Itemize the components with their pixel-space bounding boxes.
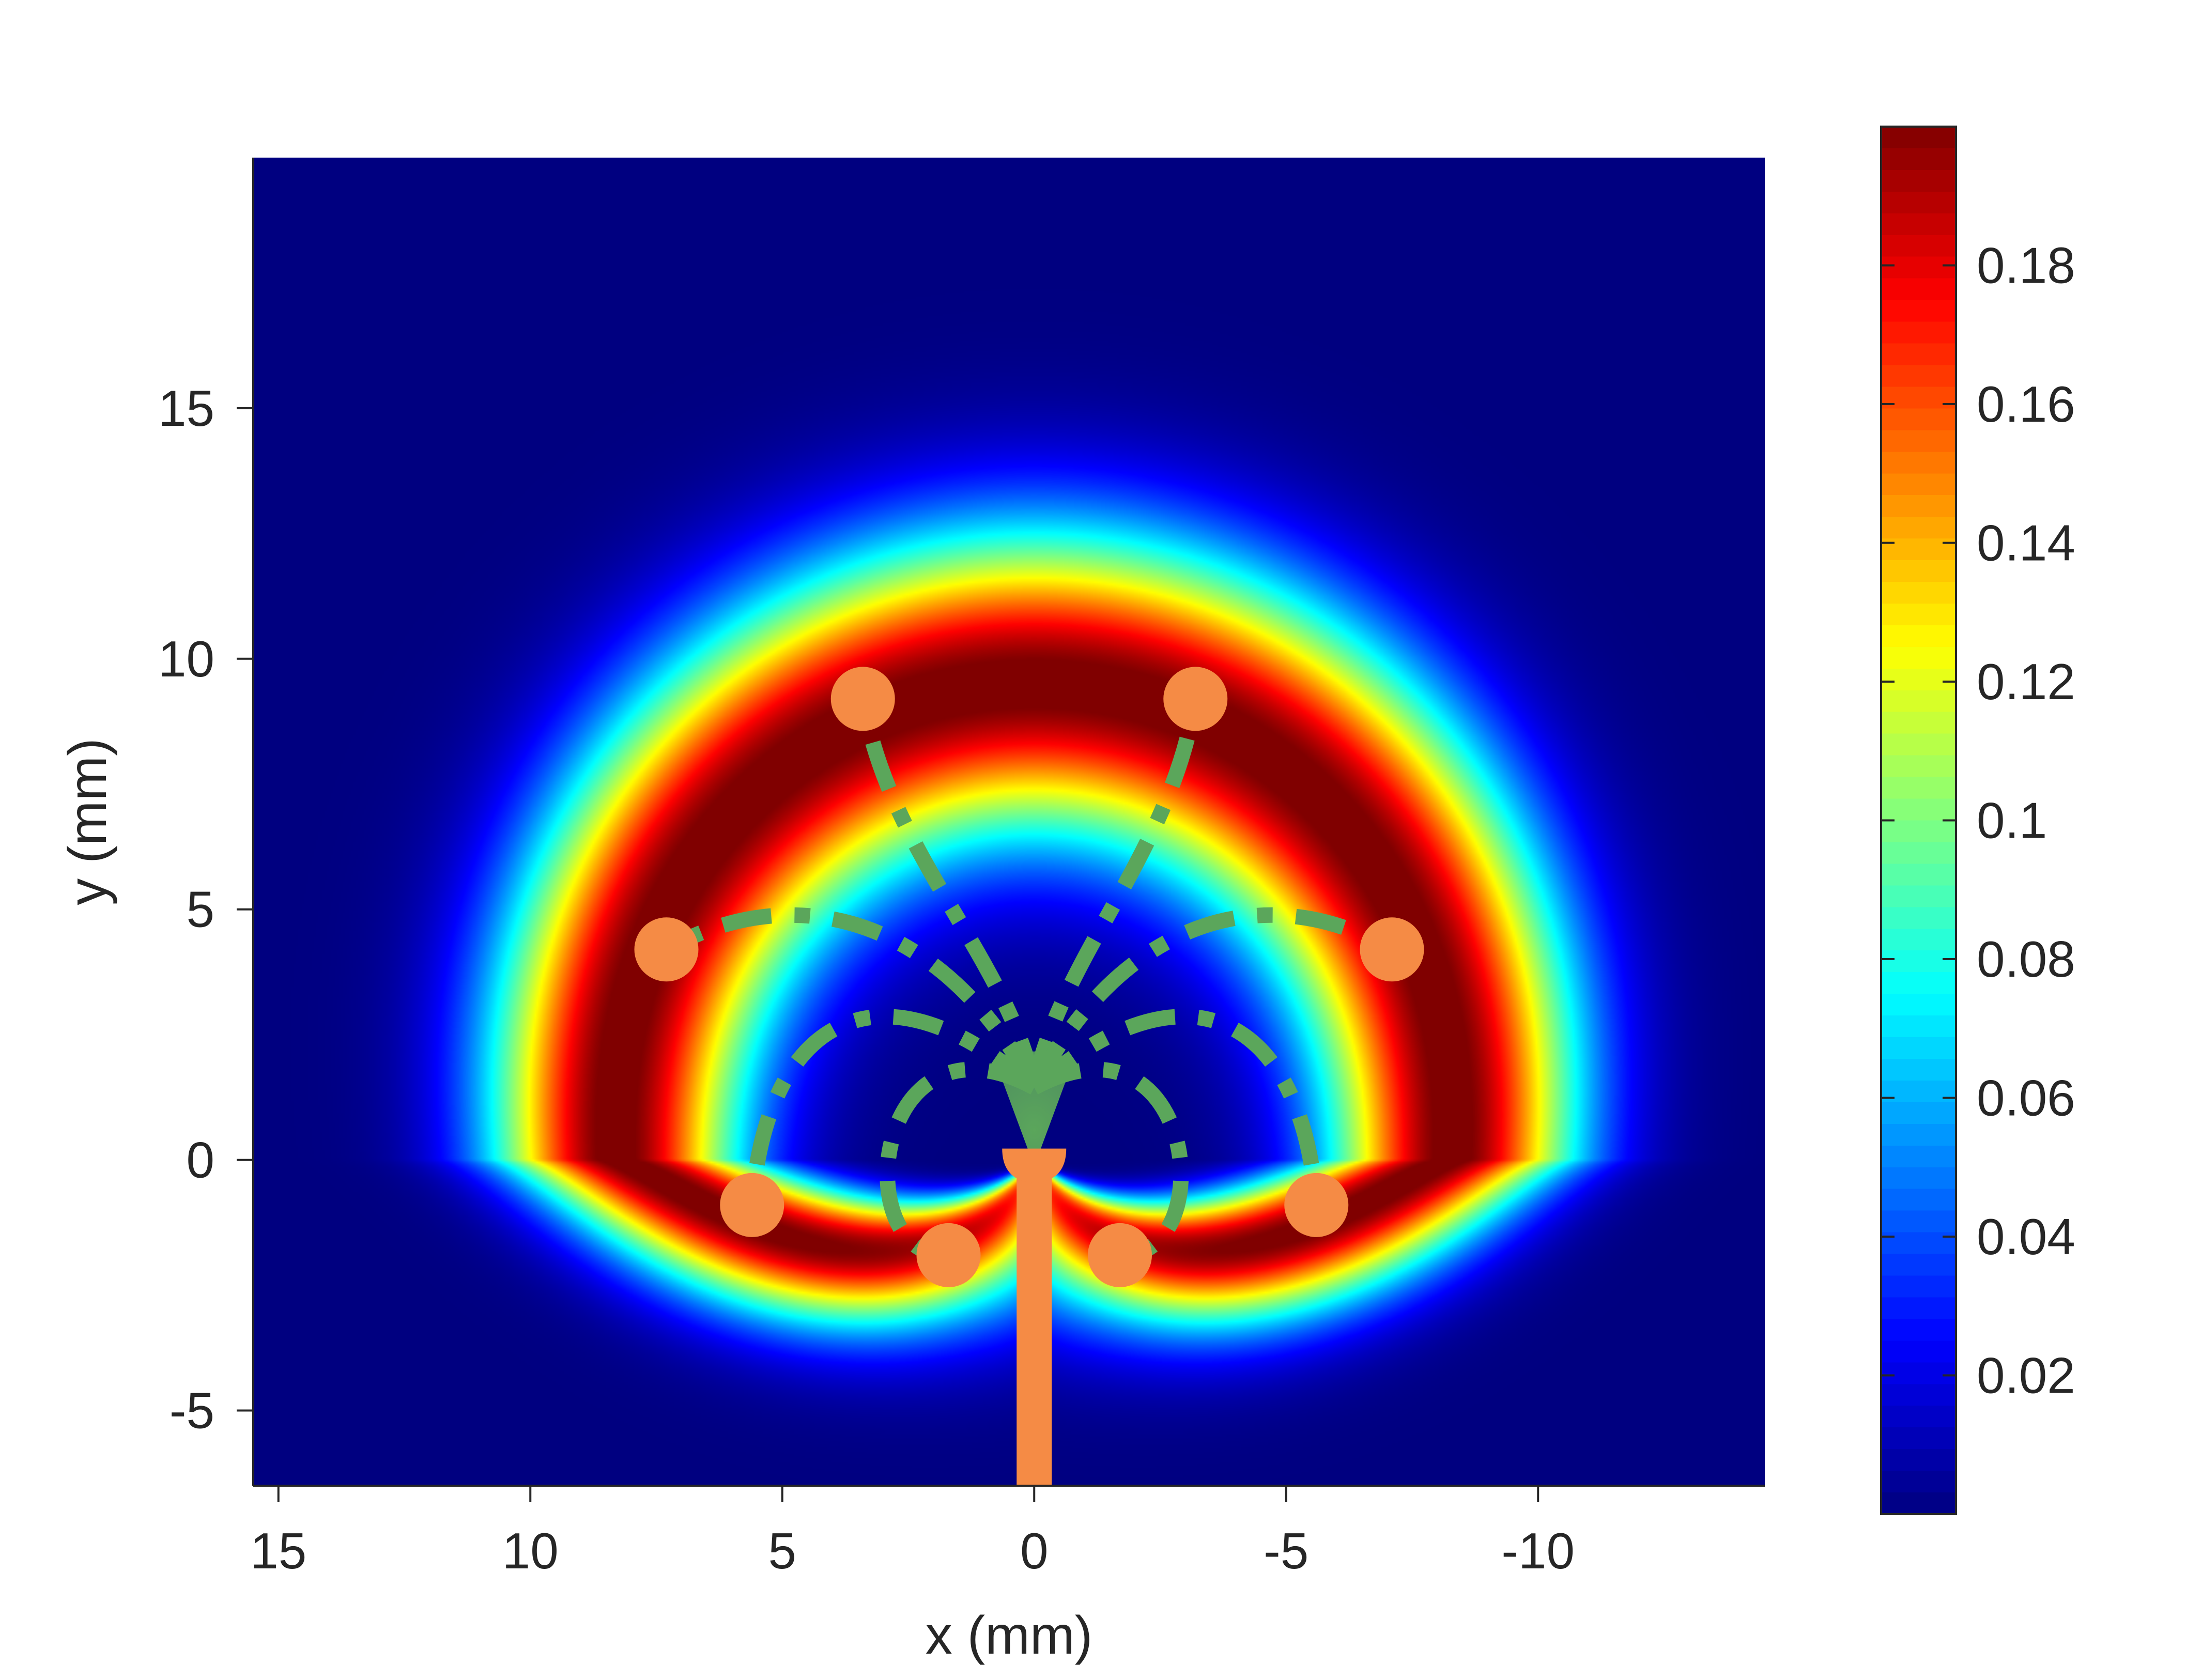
colorbar: 0.02 0.04 0.06 0.08 0.1 0.12 0.14 0.16 0.18 [1880,126,2075,1515]
dipole-endpoint-marker [634,917,699,982]
electrode-overlay [634,667,1424,1486]
colorbar-tick-label: 0.08 [1977,931,2075,988]
x-tick-label: 10 [502,1522,559,1579]
dipole-path [663,907,1041,1091]
y-tick-label: -5 [170,1382,214,1439]
dipole-path [744,1009,1040,1206]
dipole-endpoint-marker [1163,667,1228,731]
dipole-endpoint-marker [1088,1223,1152,1287]
x-tick-label: 5 [768,1522,796,1579]
electrode-shaft [1017,1165,1052,1486]
x-tick-label: 0 [1020,1522,1049,1579]
dipole-endpoint-marker [1360,917,1424,982]
colorbar-tick-label: 0.18 [1977,237,2075,294]
dipole-endpoint-marker [916,1223,981,1287]
dipole-endpoint-marker [1284,1173,1349,1237]
colorbar-tick-label: 0.12 [1977,653,2075,710]
colorbar-tick-label: 0.1 [1977,792,2047,849]
dipole-endpoint-marker [830,667,895,731]
colorbar-tick-label: 0.04 [1977,1208,2075,1265]
y-axis-title: y (mm) [58,738,118,905]
y-axis: 15 10 5 0 -5 [158,158,254,1486]
x-axis: 15 10 5 0 -5 -10 [250,1485,1765,1579]
colorbar-tick-label: 0.14 [1977,515,2075,572]
dipole-path [855,697,1042,1089]
x-tick-label: -5 [1264,1522,1308,1579]
colorbar-tick-label: 0.16 [1977,376,2075,433]
y-tick-label: 0 [186,1132,214,1189]
colorbar-tick-label: 0.06 [1977,1070,2075,1127]
y-tick-label: 10 [158,630,214,687]
dipole-path [1029,1009,1325,1206]
plot-area [253,158,1765,1486]
electrode-fan [995,1051,1073,1150]
dipole-path [1027,907,1396,1091]
dipole-path [1026,698,1204,1089]
colorbar-tick-label: 0.02 [1977,1347,2075,1404]
dipole-endpoint-marker [720,1173,784,1237]
heatmap-field [253,158,1765,1486]
x-tick-label: -10 [1501,1522,1575,1579]
y-tick-label: 5 [186,881,214,938]
x-axis-title: x (mm) [926,1606,1092,1666]
y-tick-label: 15 [158,380,214,437]
electrode-tip [1002,1148,1067,1183]
colorbar-ticks: 0.02 0.04 0.06 0.08 0.1 0.12 0.14 0.16 0.18 [1881,237,2075,1404]
x-tick-label: 15 [250,1522,306,1579]
